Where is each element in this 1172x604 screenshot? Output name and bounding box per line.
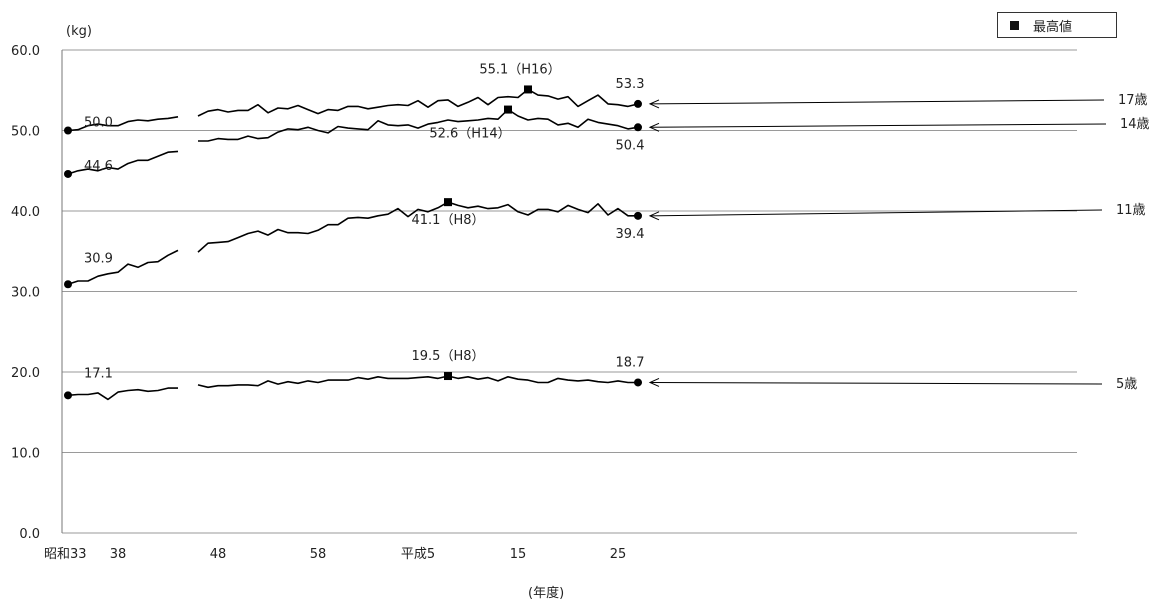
legend-label: 最高値 bbox=[1033, 19, 1073, 35]
x-axis-title: (年度) bbox=[528, 586, 565, 601]
y-tick-label: 30.0 bbox=[11, 286, 40, 301]
start-point bbox=[64, 280, 72, 289]
y-tick-label: 20.0 bbox=[11, 366, 40, 381]
age-label: 5歳 bbox=[1116, 377, 1137, 392]
end-value-label: 50.4 bbox=[616, 138, 645, 153]
series-line-14歳 bbox=[198, 108, 639, 142]
max-point bbox=[504, 105, 512, 114]
end-point bbox=[634, 99, 642, 108]
max-point bbox=[524, 85, 532, 94]
series-line-5歳 bbox=[67, 387, 178, 401]
age-arrow bbox=[649, 381, 1103, 385]
end-point bbox=[634, 378, 642, 387]
x-tick-label: 58 bbox=[310, 547, 327, 562]
legend: 最高値 bbox=[997, 12, 1117, 38]
series-line-11歳 bbox=[67, 249, 179, 286]
y-unit-label: (kg) bbox=[66, 24, 92, 39]
start-point bbox=[64, 391, 72, 400]
max-value-label: 19.5（H8） bbox=[412, 349, 485, 364]
max-value-label: 52.6（H14） bbox=[429, 127, 510, 142]
age-arrowhead bbox=[648, 99, 660, 109]
age-arrow bbox=[649, 123, 1107, 128]
max-point bbox=[444, 198, 452, 207]
start-value-label: 17.1 bbox=[84, 366, 113, 381]
y-tick-label: 60.0 bbox=[11, 44, 40, 59]
start-point bbox=[64, 126, 72, 135]
max-point bbox=[444, 372, 452, 381]
max-value-label: 41.1（H8） bbox=[412, 213, 485, 228]
start-point bbox=[64, 169, 72, 178]
series-line-5歳 bbox=[197, 375, 638, 389]
end-point bbox=[634, 123, 642, 132]
x-tick-label: 48 bbox=[210, 547, 227, 562]
age-arrow bbox=[649, 99, 1105, 105]
max-value-label: 55.1（H16） bbox=[479, 62, 560, 77]
series-line-11歳 bbox=[197, 201, 638, 253]
age-label: 17歳 bbox=[1118, 93, 1148, 108]
start-value-label: 50.0 bbox=[84, 116, 113, 131]
series-line-14歳 bbox=[67, 150, 179, 175]
age-label: 11歳 bbox=[1116, 203, 1146, 218]
x-tick-label: 15 bbox=[510, 547, 527, 562]
y-tick-label: 0.0 bbox=[19, 527, 40, 542]
y-tick-label: 10.0 bbox=[11, 447, 40, 462]
start-value-label: 44.6 bbox=[84, 159, 113, 174]
x-tick-label: 平成5 bbox=[401, 547, 435, 562]
series-line-17歳 bbox=[67, 116, 179, 132]
y-tick-label: 40.0 bbox=[11, 205, 40, 220]
end-value-label: 18.7 bbox=[616, 355, 645, 370]
y-tick-label: 50.0 bbox=[11, 125, 40, 140]
x-tick-label: 昭和33 bbox=[44, 547, 87, 562]
start-value-label: 30.9 bbox=[84, 251, 113, 266]
age-arrow bbox=[649, 209, 1103, 217]
end-point bbox=[634, 211, 642, 220]
max-marker-icon bbox=[1010, 20, 1019, 30]
series-line-17歳 bbox=[197, 88, 639, 117]
end-value-label: 53.3 bbox=[616, 77, 645, 92]
age-arrowhead bbox=[648, 378, 660, 387]
age-arrowhead bbox=[648, 211, 660, 221]
x-tick-label: 38 bbox=[110, 547, 127, 562]
end-value-label: 39.4 bbox=[616, 227, 645, 242]
age-arrowhead bbox=[648, 122, 660, 132]
age-label: 14歳 bbox=[1120, 117, 1150, 132]
x-tick-label: 25 bbox=[610, 547, 627, 562]
